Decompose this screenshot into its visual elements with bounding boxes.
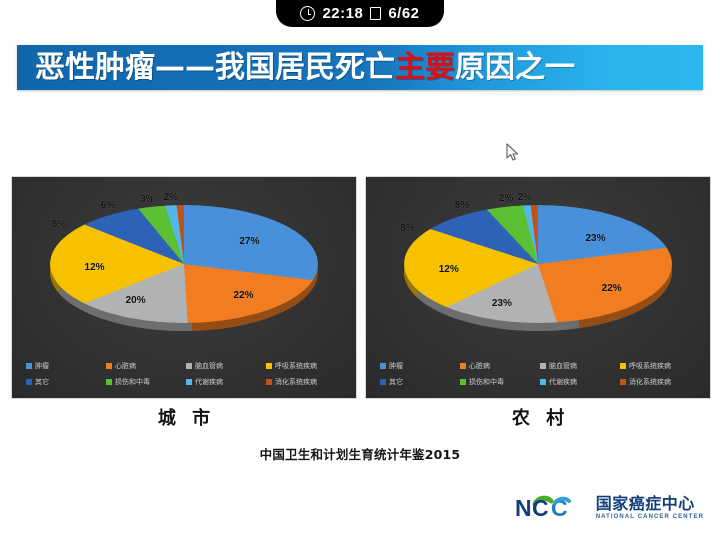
pie-slice-label: 8%: [454, 200, 470, 212]
legend-label: 代谢疾病: [195, 377, 223, 386]
chart-legend-city: 肿瘤 心脏病 脑血管病 呼吸系统疾病其它 损伤和中毒 代谢疾病 消化系统疾病: [26, 358, 346, 390]
legend-swatch: [620, 363, 626, 369]
pie-slice-label: 23%: [491, 297, 512, 309]
legend-label: 肿瘤: [389, 361, 403, 370]
pie-3d-top-city: [50, 205, 318, 323]
pie-slice-label: 20%: [125, 294, 146, 306]
svg-text:C: C: [532, 495, 549, 521]
pie-slice-label: 3%: [140, 193, 155, 205]
legend-item: 脑血管病: [540, 361, 620, 370]
legend-swatch: [266, 363, 272, 369]
legend-item: 消化系统疾病: [620, 377, 700, 386]
pie-chart-rural: 23% 22% 23% 12% 8% 8% 2% 2% 肿瘤 心脏病 脑血管病 呼吸系统疾病其它 损伤…: [366, 177, 710, 398]
status-page-counter: 6/62: [388, 5, 420, 22]
legend-label: 消化系统疾病: [629, 377, 671, 386]
legend-label: 脑血管病: [195, 361, 223, 370]
legend-label: 肿瘤: [35, 361, 49, 370]
pie-slice-label: 2%: [163, 192, 179, 204]
ncc-logo: N C C 国家癌症中心 NATIONAL CANCER CENTER: [515, 487, 704, 529]
legend-item: 消化系统疾病: [266, 377, 346, 386]
legend-swatch: [460, 379, 466, 385]
status-time: 22:18: [322, 5, 364, 22]
pie-chart-city: 27% 22% 20% 12% 8% 6% 3% 2% 肿瘤 心脏病 脑血管病 呼吸系统疾病其它 损伤…: [12, 177, 356, 398]
pie-slice-label: 27%: [239, 236, 260, 248]
ncc-name-en: NATIONAL CANCER CENTER: [595, 514, 704, 520]
legend-swatch: [380, 363, 386, 369]
legend-swatch: [380, 379, 386, 385]
slide-title-banner: 恶性肿瘤——我国居民死亡主要原因之一: [17, 45, 703, 90]
ncc-monogram-icon: N C C: [515, 495, 571, 521]
pie-slice-label: 22%: [233, 290, 254, 302]
page-title: 恶性肿瘤——我国居民死亡主要原因之一: [17, 49, 575, 85]
legend-item: 其它: [380, 377, 460, 386]
legend-item: 代谢疾病: [186, 377, 266, 386]
legend-swatch: [540, 379, 546, 385]
ncc-wordmark: 国家癌症中心 NATIONAL CANCER CENTER: [595, 494, 704, 521]
ncc-name-cn: 国家癌症中心: [595, 494, 695, 513]
pie-slice-label: 2%: [498, 193, 514, 205]
legend-item: 呼吸系统疾病: [266, 361, 346, 370]
legend-swatch: [106, 379, 112, 385]
chart-legend-rural: 肿瘤 心脏病 脑血管病 呼吸系统疾病其它 损伤和中毒 代谢疾病 消化系统疾病: [380, 358, 700, 390]
pie-slice-label: 12%: [438, 264, 459, 276]
legend-label: 其它: [35, 377, 49, 386]
pie-slice-label: 2%: [517, 192, 533, 204]
legend-swatch: [620, 379, 626, 385]
legend-item: 心脏病: [106, 361, 186, 370]
pie-graphic-city: 27% 22% 20% 12% 8% 6% 3% 2%: [12, 181, 356, 351]
title-highlight: 主要: [395, 49, 455, 85]
chart-source-note: 中国卫生和计划生育统计年鉴2015: [259, 447, 461, 462]
pie-slice-label: 8%: [400, 222, 415, 234]
page-icon: [370, 7, 382, 20]
title-suffix: 原因之一: [455, 49, 575, 85]
legend-label: 消化系统疾病: [275, 377, 317, 386]
chart-caption-city: 城 市: [157, 408, 216, 429]
legend-label: 损伤和中毒: [115, 377, 150, 386]
legend-label: 心脏病: [115, 361, 136, 370]
pie-3d-top-rural: [404, 205, 672, 323]
legend-swatch: [26, 363, 32, 369]
legend-swatch: [106, 363, 112, 369]
pie-slice-label: 8%: [51, 219, 67, 231]
legend-swatch: [460, 363, 466, 369]
legend-item: 代谢疾病: [540, 377, 620, 386]
pie-slice-label: 22%: [601, 282, 622, 294]
legend-label: 损伤和中毒: [469, 377, 504, 386]
legend-swatch: [26, 379, 32, 385]
legend-item: 脑血管病: [186, 361, 266, 370]
legend-item: 心脏病: [460, 361, 540, 370]
legend-swatch: [266, 379, 272, 385]
legend-item: 损伤和中毒: [106, 377, 186, 386]
legend-item: 其它: [26, 377, 106, 386]
chart-caption-rural: 农 村: [511, 408, 570, 429]
title-prefix: 恶性肿瘤——我国居民死亡: [35, 49, 395, 85]
status-notch: 22:18 6/62: [276, 0, 444, 27]
legend-label: 其它: [389, 377, 403, 386]
clock-icon: [300, 6, 316, 21]
pie-slice-label: 6%: [100, 200, 116, 212]
legend-swatch: [186, 379, 192, 385]
legend-label: 呼吸系统疾病: [275, 361, 317, 370]
legend-item: 肿瘤: [380, 361, 460, 370]
legend-item: 呼吸系统疾病: [620, 361, 700, 370]
legend-label: 心脏病: [469, 361, 490, 370]
legend-swatch: [186, 363, 192, 369]
legend-label: 呼吸系统疾病: [629, 361, 671, 370]
pie-graphic-rural: 23% 22% 23% 12% 8% 8% 2% 2%: [366, 181, 710, 351]
legend-item: 损伤和中毒: [460, 377, 540, 386]
svg-text:N: N: [515, 495, 532, 521]
mouse-cursor: [506, 143, 519, 161]
legend-label: 脑血管病: [549, 361, 577, 370]
pie-slice-label: 12%: [84, 262, 105, 273]
legend-swatch: [540, 363, 546, 369]
legend-label: 代谢疾病: [549, 377, 577, 386]
pie-slice-label: 23%: [585, 232, 606, 244]
legend-item: 肿瘤: [26, 361, 106, 370]
